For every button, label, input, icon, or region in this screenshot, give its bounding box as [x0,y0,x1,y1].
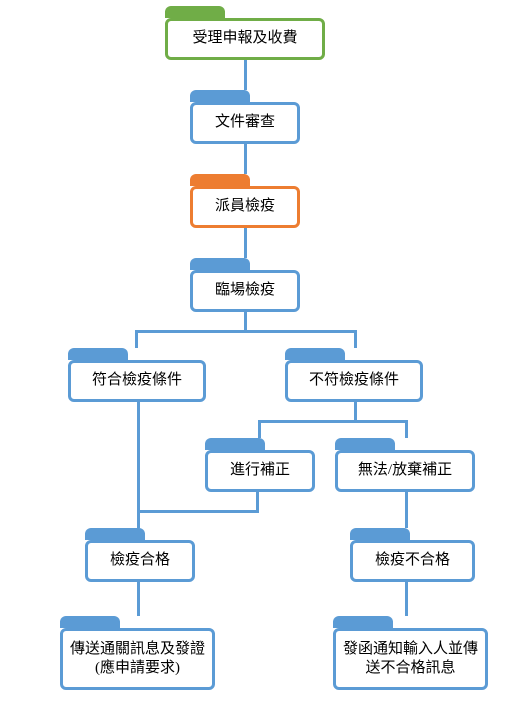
node-tab [205,438,265,450]
flowchart-node: 檢疫合格 [85,540,195,582]
flowchart-node: 派員檢疫 [190,186,300,228]
connector [354,330,357,348]
connector [244,228,247,258]
connector [137,510,140,528]
connector [405,582,408,616]
connector [405,492,408,528]
node-tab [165,6,225,18]
flowchart-node: 文件審查 [190,102,300,144]
node-tab [68,348,128,360]
flowchart-node: 不符檢疫條件 [285,360,423,402]
node-tab [335,438,395,450]
node-tab [190,90,250,102]
node-tab [85,528,145,540]
flowchart-node: 臨場檢疫 [190,270,300,312]
node-tab [60,616,120,628]
connector [137,402,140,510]
flowchart-node: 符合檢疫條件 [68,360,206,402]
connector [405,420,408,438]
connector [244,144,247,174]
connector [258,420,408,423]
flowchart-node: 進行補正 [205,450,315,492]
connector [258,420,261,438]
connector [256,492,259,513]
flowchart-node: 傳送通關訊息及發證(應申請要求) [60,628,215,690]
flowchart-node: 檢疫不合格 [350,540,475,582]
connector [354,402,357,420]
node-tab [285,348,345,360]
connector [137,582,140,616]
connector [244,60,247,90]
node-tab [350,528,410,540]
connector [137,510,259,513]
flowchart-node: 無法/放棄補正 [335,450,475,492]
connector [244,312,247,330]
node-tab [190,174,250,186]
connector [135,330,138,348]
flowchart-node: 發函通知輸入人並傳送不合格訊息 [333,628,488,690]
connector [135,330,357,333]
node-tab [190,258,250,270]
node-tab [333,616,393,628]
flowchart-node: 受理申報及收費 [165,18,325,60]
